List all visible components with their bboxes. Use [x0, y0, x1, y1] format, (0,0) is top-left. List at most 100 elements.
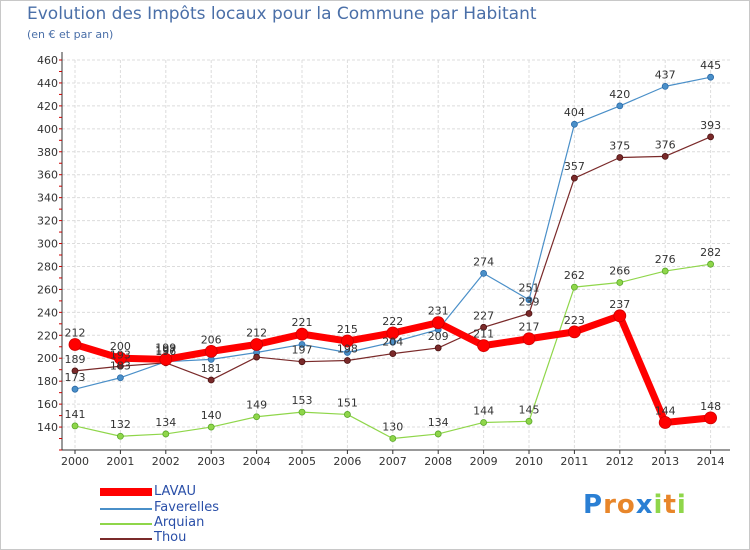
data-point-thou — [389, 350, 397, 358]
data-point-arquian — [434, 430, 442, 438]
x-tick-label: 2007 — [379, 455, 407, 468]
data-label-arquian: 276 — [655, 253, 676, 266]
data-label-arquian: 145 — [519, 403, 540, 416]
data-point-faverelles — [571, 120, 578, 128]
data-point-lavau — [114, 351, 127, 365]
data-point-thou — [707, 133, 714, 141]
data-label-thou: 193 — [110, 348, 131, 361]
data-point-faverelles — [480, 269, 488, 277]
x-tick-label: 2005 — [288, 455, 316, 468]
legend-label: LAVAU — [154, 484, 197, 499]
y-tick-label: 460 — [37, 54, 58, 67]
data-point-faverelles — [298, 341, 306, 348]
data-point-lavau — [340, 334, 354, 348]
legend-label: Thou — [154, 530, 187, 545]
legend-label: Faverelles — [154, 500, 219, 515]
x-tick-label: 2010 — [515, 455, 543, 468]
data-label-lavau: 148 — [700, 400, 721, 413]
data-label-faverelles: 420 — [609, 88, 630, 101]
legend-item-lavau: LAVAU — [100, 484, 300, 500]
data-point-faverelles — [661, 82, 669, 90]
logo-letter: t — [663, 490, 677, 520]
data-point-faverelles — [525, 296, 533, 304]
data-label-arquian: 266 — [609, 265, 630, 278]
logo-letter: P — [583, 490, 604, 520]
x-tick-label: 2014 — [697, 455, 725, 468]
data-label-lavau: 200 — [110, 340, 131, 353]
data-label-thou: 357 — [564, 160, 585, 173]
data-label-faverelles: 404 — [564, 106, 585, 119]
data-point-faverelles — [707, 73, 714, 81]
y-tick-label: 140 — [37, 421, 58, 434]
x-tick-label: 2001 — [106, 455, 134, 468]
data-label-thou: 376 — [655, 138, 676, 151]
y-tick-label: 240 — [37, 306, 58, 319]
data-label-faverelles: 197 — [155, 344, 176, 357]
data-label-thou: 198 — [337, 343, 358, 356]
data-label-lavau: 215 — [337, 323, 358, 336]
logo-letter: o — [616, 490, 636, 520]
data-point-thou — [571, 174, 578, 182]
data-point-lavau — [704, 411, 717, 425]
legend-label: Arquian — [154, 515, 205, 530]
y-tick-label: 260 — [37, 283, 58, 296]
data-point-arquian — [389, 435, 397, 442]
x-tick-label: 2012 — [606, 455, 634, 468]
logo-letter: x — [635, 490, 654, 520]
data-label-lavau: 223 — [564, 314, 585, 327]
data-label-arquian: 132 — [110, 418, 131, 431]
data-point-faverelles — [616, 102, 624, 110]
data-label-faverelles: 445 — [700, 59, 721, 72]
data-label-thou: 189 — [65, 353, 86, 366]
data-point-lavau — [204, 344, 218, 358]
data-point-thou — [525, 310, 533, 317]
data-label-arquian: 144 — [473, 404, 494, 417]
x-tick-label: 2000 — [61, 455, 89, 468]
data-point-thou — [71, 367, 79, 375]
data-label-faverelles: 173 — [65, 371, 86, 384]
data-point-thou — [207, 376, 215, 384]
data-label-lavau: 237 — [609, 298, 630, 311]
data-label-lavau: 211 — [473, 328, 494, 341]
x-tick-label: 2004 — [243, 455, 271, 468]
data-label-thou: 393 — [700, 119, 721, 132]
x-tick-label: 2006 — [333, 455, 361, 468]
data-label-thou: 209 — [428, 330, 449, 343]
data-label-arquian: 153 — [292, 394, 313, 407]
y-tick-label: 220 — [37, 329, 58, 342]
data-label-thou: 204 — [382, 336, 403, 349]
data-point-arquian — [571, 283, 578, 291]
y-tick-label: 380 — [37, 146, 58, 159]
legend-swatch — [100, 488, 152, 496]
data-label-faverelles: 274 — [473, 255, 494, 268]
data-point-arquian — [707, 260, 714, 268]
data-point-arquian — [525, 417, 533, 425]
data-point-thou — [616, 154, 624, 161]
data-label-thou: 197 — [292, 344, 313, 357]
y-tick-label: 160 — [37, 398, 58, 411]
data-label-lavau: 221 — [292, 316, 313, 329]
data-point-faverelles — [117, 374, 124, 382]
data-point-lavau — [386, 326, 400, 340]
data-label-lavau: 199 — [155, 341, 176, 354]
data-label-thou: 181 — [201, 362, 222, 375]
y-tick-label: 440 — [37, 77, 58, 90]
logo-letter: r — [603, 490, 617, 520]
logo-letter: i — [676, 490, 687, 520]
x-tick-label: 2013 — [651, 455, 679, 468]
data-label-thou: 196 — [155, 345, 176, 358]
data-point-lavau — [522, 332, 536, 346]
data-label-thou: 375 — [609, 140, 630, 153]
chart-subtitle: (en € et par an) — [27, 28, 114, 41]
legend-item-thou: Thou — [100, 530, 300, 546]
data-point-arquian — [298, 408, 306, 416]
data-point-lavau — [295, 327, 309, 341]
plot-area — [62, 60, 730, 450]
data-point-arquian — [480, 419, 488, 426]
data-label-arquian: 282 — [700, 246, 721, 259]
proxiti-logo: Proxiti — [583, 490, 687, 520]
y-tick-label: 400 — [37, 123, 58, 136]
y-tick-label: 420 — [37, 100, 58, 113]
data-label-thou: 239 — [519, 296, 540, 309]
x-tick-label: 2009 — [470, 455, 498, 468]
